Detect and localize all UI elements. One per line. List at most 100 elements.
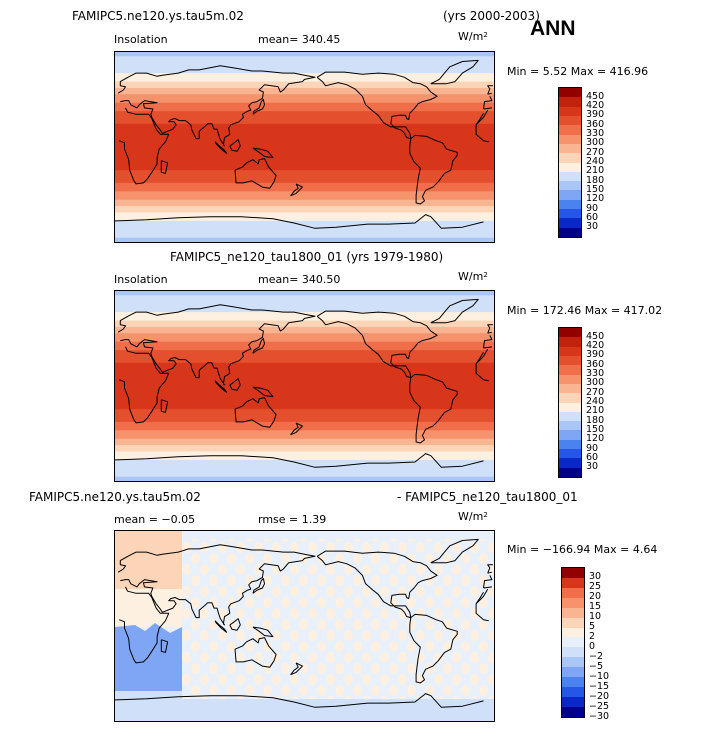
panel1-map-band [115, 73, 494, 76]
panel3-map-cell [407, 597, 416, 608]
panel2-map-band [115, 464, 494, 467]
panel2-map-band [115, 307, 494, 311]
panel1-map-band [115, 189, 494, 192]
panel2-map-band [115, 364, 494, 368]
panel2-map-band [115, 297, 494, 300]
panel1-map [114, 51, 495, 243]
panel3-colorbar-tick-label: 10 [589, 611, 602, 623]
panel1-map-band [115, 60, 494, 63]
panel3-map-cell [308, 586, 317, 597]
panel3-map-cell [227, 597, 236, 608]
panel3-map-coastline [316, 550, 438, 619]
panel1-map-band [115, 119, 494, 123]
panel1-map-band [115, 147, 494, 150]
panel3-title-left: FAMIPC5.ne120.ys.tau5m.02 [29, 490, 201, 504]
panel3-map-cell [488, 586, 494, 597]
panel3-map-cell [488, 630, 494, 641]
panel2-map-band [115, 373, 494, 376]
panel3-map-cell [371, 553, 380, 564]
panel3-map-cell [254, 674, 263, 685]
panel2-colorbar-swatch [559, 430, 581, 440]
panel3-map-cell [299, 641, 308, 652]
panel3-colorbar-tick-label: 0 [589, 640, 596, 652]
panel3-colorbar-swatch [562, 577, 584, 588]
panel1-map-band [115, 170, 494, 173]
panel2-map-coastline [252, 386, 274, 398]
panel3-map-cell [416, 608, 425, 619]
panel3-map-cell [362, 630, 371, 641]
panel3-map-cell [191, 685, 200, 696]
panel1-mean: mean= 340.45 [258, 33, 341, 46]
panel3-map-cell [209, 685, 218, 696]
panel1-map-band [115, 191, 494, 194]
panel2-colorbar [558, 327, 582, 478]
panel3-map-cell [236, 630, 245, 641]
panel1-map-band [115, 187, 494, 190]
panel2-map-coastline [252, 338, 265, 354]
panel1-map-band [115, 193, 494, 196]
panel3-map-cell [326, 586, 335, 597]
panel2-map-coastline [409, 373, 458, 444]
panel3-map-cell [407, 685, 416, 696]
panel1-colorbar-swatch [559, 162, 581, 172]
panel3-map-cell [236, 542, 245, 553]
panel3-map-cell [263, 663, 272, 674]
panel3-map-cell [434, 542, 443, 553]
panel2-colorbar-swatch [559, 402, 581, 412]
panel3-colorbar-tick-label: 2 [589, 631, 596, 643]
panel3-map-cell [200, 674, 209, 685]
panel1-colorbar-tick-label: 150 [586, 183, 605, 195]
panel3-map-cell [209, 663, 218, 674]
panel1-map-band [115, 106, 494, 110]
panel3-colorbar-swatch [562, 696, 584, 707]
panel3-map-cell [470, 674, 479, 685]
panel3-colorbar-swatch [562, 587, 584, 598]
panel3-map-cell [218, 630, 227, 641]
panel1-map-band [115, 138, 494, 142]
panel3-map-cell [371, 641, 380, 652]
panel2-map-coastline [115, 453, 484, 468]
panel3-map-cell [236, 652, 245, 663]
panel3-colorbar-swatch [562, 667, 584, 678]
panel1-map-band [115, 94, 494, 97]
panel3-map-cell [362, 674, 371, 685]
panel3-map-cell [380, 564, 389, 575]
panel1-map-band [115, 157, 494, 161]
panel1-colorbar-swatch [559, 115, 581, 126]
panel3-map-cell [317, 619, 326, 630]
panel1-map-band [115, 136, 494, 139]
panel2-map-band [115, 476, 494, 480]
panel2-colorbar-tick-label: 60 [586, 451, 599, 463]
panel3-map-cell [254, 608, 263, 619]
panel1-map-band [115, 71, 494, 74]
panel2-map-band [115, 348, 494, 351]
panel2-map-band [115, 379, 494, 383]
panel3-map-cell [236, 608, 245, 619]
panel3-colorbar-tick-label: −5 [589, 660, 604, 672]
panel3-map-cell [263, 685, 272, 696]
panel3-colorbar-swatch [562, 687, 584, 697]
panel2-map-band [115, 394, 494, 397]
panel2-map-coastline [234, 397, 277, 428]
panel3-map-cell [317, 575, 326, 586]
panel3-map-cell [263, 597, 272, 608]
panel1-colorbar-tick-label: 240 [586, 156, 605, 167]
panel3-map-cell [200, 652, 209, 663]
panel1-map-band [115, 212, 494, 215]
panel3-map-coastline [234, 637, 277, 668]
panel3-map-cell [452, 674, 461, 685]
panel3-mean: mean = −0.05 [114, 513, 196, 526]
panel1-map-band [115, 229, 494, 232]
panel3-map-cell [380, 586, 389, 597]
panel1-map-band [115, 52, 494, 55]
panel3-map-cell [389, 619, 398, 630]
panel3-colorbar-swatch [562, 706, 584, 717]
panel3-map-cell [434, 564, 443, 575]
panel2-map-band [115, 466, 494, 469]
panel1-map-band [115, 180, 494, 184]
panel3-map-cell [461, 597, 470, 608]
panel2-map-band [115, 305, 494, 309]
panel3-map-cell [479, 597, 488, 608]
panel3-map-cell [308, 652, 317, 663]
panel3-map-cell [245, 641, 254, 652]
